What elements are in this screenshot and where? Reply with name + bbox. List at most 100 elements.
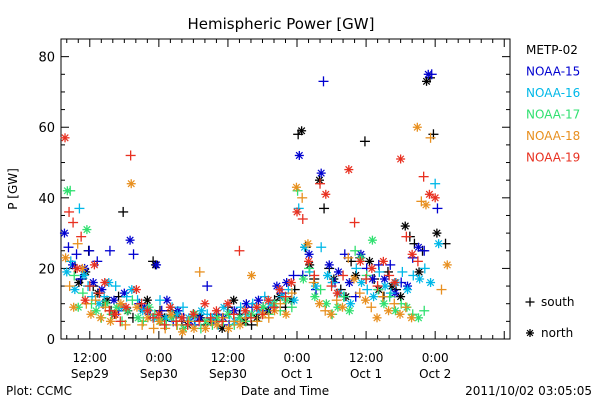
data-point (136, 298, 147, 309)
data-point (69, 302, 79, 312)
marker-legend-item: north (526, 326, 573, 340)
data-point (367, 263, 377, 273)
data-point (377, 291, 388, 302)
data-point (321, 299, 331, 309)
x-tick-label: 12:00 (211, 351, 246, 365)
data-point (338, 291, 349, 302)
timestamp-label: 2011/10/02 03:05:05 (465, 384, 592, 398)
data-point (286, 288, 297, 299)
data-point (319, 203, 330, 214)
data-point (303, 239, 313, 249)
data-point (346, 299, 356, 309)
y-tick-label: 80 (38, 51, 55, 66)
legend-entry: NOAA-15 (526, 65, 580, 79)
data-point (288, 270, 299, 281)
data-point (349, 217, 360, 228)
data-point (245, 312, 256, 323)
data-point (178, 302, 189, 313)
data-point (366, 302, 377, 313)
x-tick-label: Sep30 (140, 367, 178, 381)
data-point (291, 182, 301, 192)
data-point (380, 274, 390, 284)
data-point (344, 278, 354, 288)
data-point (304, 249, 314, 259)
data-point (162, 295, 172, 305)
data-point (116, 299, 126, 309)
data-point (309, 270, 320, 281)
data-point (413, 242, 423, 252)
data-point (314, 299, 324, 309)
data-point (419, 263, 430, 274)
legend-entry: NOAA-18 (526, 129, 580, 143)
data-point (367, 235, 377, 245)
data-point (71, 249, 82, 260)
data-point (200, 323, 210, 333)
data-point (133, 313, 143, 323)
data-point (212, 320, 222, 330)
data-point (96, 313, 106, 323)
data-point (320, 305, 331, 316)
data-point (294, 150, 304, 160)
data-point (416, 196, 427, 207)
data-point (177, 313, 187, 323)
data-point (343, 252, 354, 263)
data-point (148, 312, 159, 323)
data-point (332, 288, 342, 298)
data-point (281, 309, 291, 319)
data-point (425, 132, 436, 143)
data-point (315, 178, 326, 189)
data-point (359, 136, 370, 147)
data-point (253, 295, 263, 305)
data-point (384, 270, 395, 281)
data-point (324, 260, 334, 270)
x-tick-label: Oct 1 (350, 367, 382, 381)
marker-legend-label: south (541, 295, 575, 309)
x-tick-label: Oct 1 (281, 367, 313, 381)
marker-legend-item: south (525, 295, 575, 309)
data-point (224, 323, 234, 333)
data-point (304, 256, 314, 266)
data-point (379, 299, 389, 309)
data-point (315, 284, 326, 295)
data-point (202, 281, 213, 292)
data-point (228, 309, 239, 320)
data-point (240, 306, 250, 316)
data-point (400, 302, 411, 313)
data-point (400, 221, 410, 231)
data-point (84, 245, 95, 256)
data-point (434, 239, 444, 249)
data-point (297, 192, 308, 203)
data-point (412, 122, 422, 132)
data-point (432, 228, 442, 238)
data-point (104, 305, 115, 316)
y-tick-label: 60 (38, 121, 55, 136)
data-point (316, 242, 327, 253)
data-point (205, 312, 216, 323)
data-point (65, 256, 76, 267)
data-point (77, 288, 88, 299)
data-point (127, 295, 138, 306)
data-point (419, 305, 430, 316)
data-point (432, 203, 443, 214)
data-point (426, 69, 437, 80)
data-point (63, 242, 74, 253)
data-point (263, 312, 274, 323)
data-point (361, 295, 371, 305)
data-point (430, 193, 440, 203)
data-point (211, 306, 221, 316)
data-point (104, 245, 115, 256)
data-point (194, 266, 205, 277)
data-point (188, 309, 198, 319)
data-point (374, 266, 385, 277)
data-point (182, 319, 193, 330)
data-point (60, 133, 70, 143)
data-point (64, 281, 75, 292)
data-point (252, 316, 263, 327)
data-point (89, 260, 99, 270)
data-point (80, 295, 90, 305)
legend-entry: NOAA-19 (526, 151, 580, 165)
data-point (196, 306, 206, 316)
data-point (247, 270, 257, 280)
x-tick-label: Sep30 (209, 367, 247, 381)
